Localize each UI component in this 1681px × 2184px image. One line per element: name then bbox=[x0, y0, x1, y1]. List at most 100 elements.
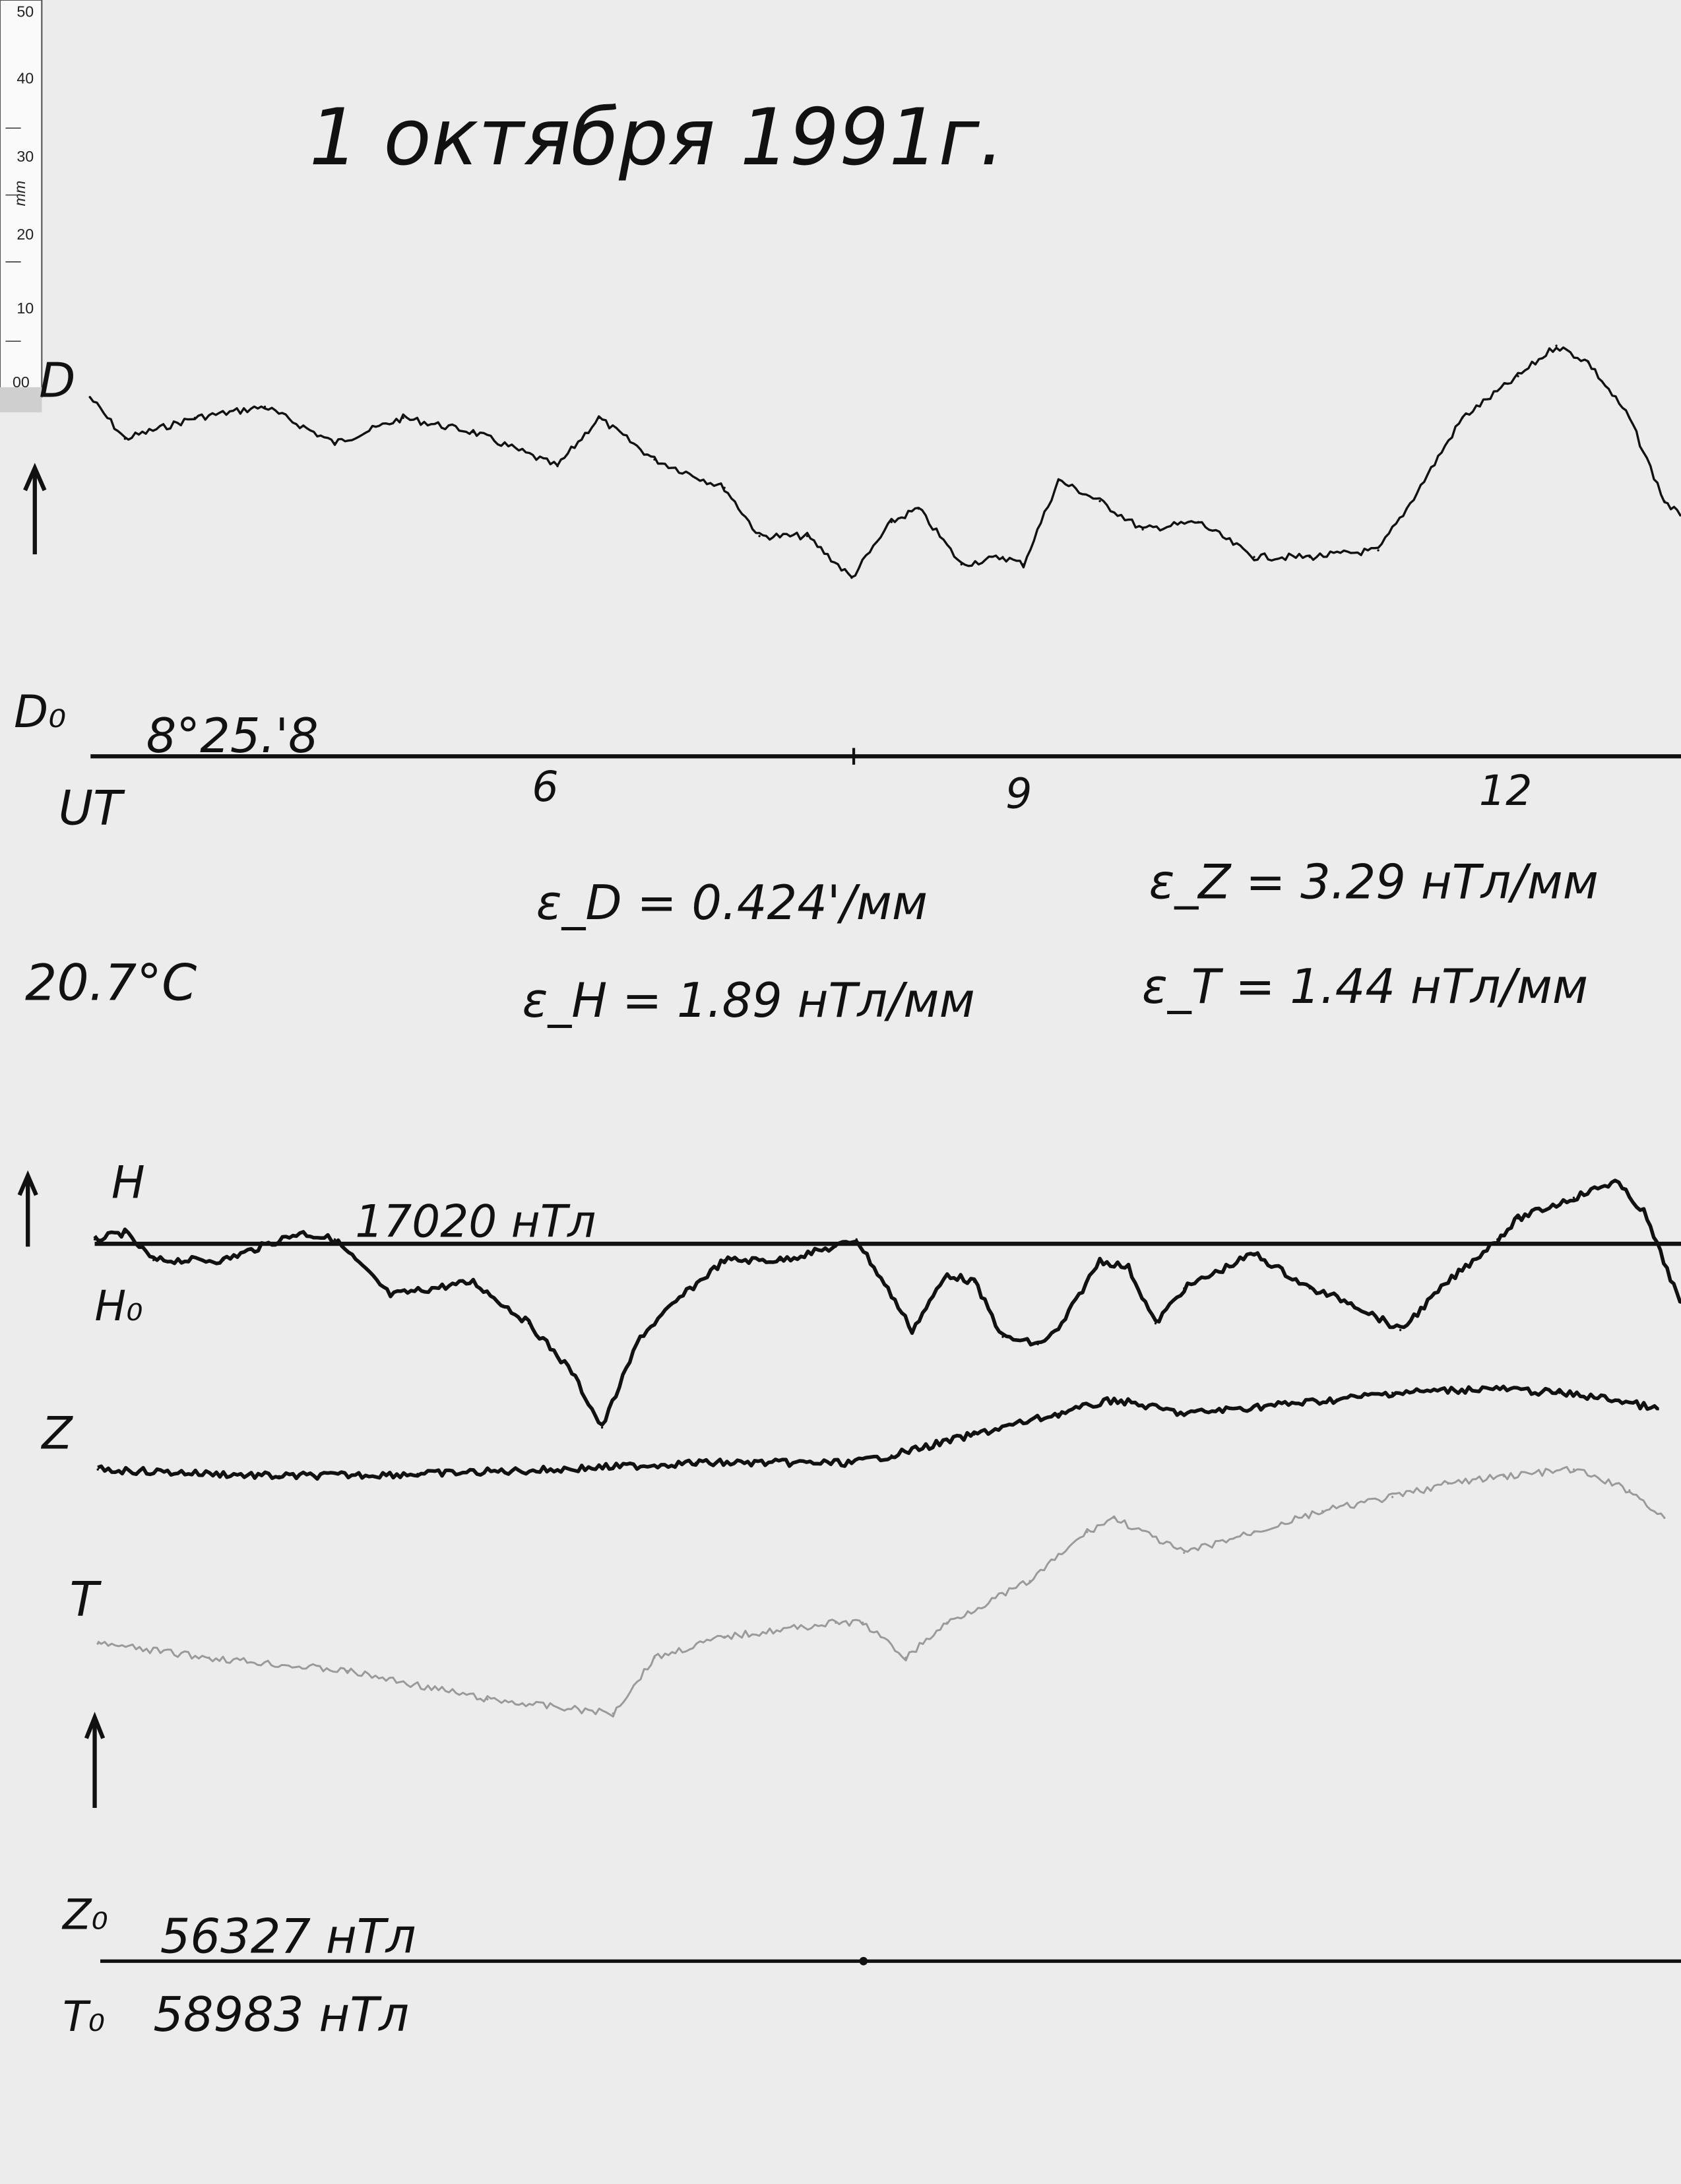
data-point-h bbox=[639, 1335, 642, 1338]
data-point-d bbox=[850, 576, 853, 579]
d0-value: 8°25.'8 bbox=[146, 708, 319, 763]
data-point-t bbox=[1391, 1496, 1394, 1498]
data-point-d bbox=[723, 486, 726, 489]
data-point-h bbox=[1057, 1329, 1060, 1332]
data-point-d bbox=[1555, 344, 1558, 347]
x-tick-label: 6 bbox=[532, 762, 558, 811]
data-point-t bbox=[1663, 1516, 1666, 1520]
data-point-t bbox=[904, 1656, 907, 1659]
data-point-d bbox=[1141, 528, 1144, 531]
data-point-t bbox=[96, 1642, 99, 1645]
data-point-z bbox=[1335, 1398, 1339, 1401]
data-point-h bbox=[1036, 1343, 1039, 1345]
data-point-t bbox=[1253, 1531, 1255, 1533]
t0-label: T₀ bbox=[63, 1992, 105, 2041]
data-point-z bbox=[890, 1454, 893, 1457]
data-point-z bbox=[1253, 1405, 1255, 1409]
data-point-z bbox=[1657, 1408, 1659, 1411]
data-point-h bbox=[910, 1329, 914, 1332]
data-point-d bbox=[88, 396, 91, 399]
arrow-up-icon bbox=[84, 1712, 106, 1809]
data-point-h bbox=[1496, 1238, 1499, 1241]
data-point-t bbox=[208, 1656, 210, 1659]
data-point-d bbox=[1308, 556, 1311, 558]
d-label: D bbox=[39, 353, 75, 408]
ruler-label: 00 bbox=[13, 373, 30, 391]
trace-h bbox=[93, 1178, 1681, 1427]
h0-label: H₀ bbox=[95, 1281, 143, 1330]
trace-t bbox=[97, 1465, 1666, 1718]
data-point-h bbox=[600, 1426, 604, 1429]
data-point-d bbox=[806, 534, 809, 538]
data-point-d bbox=[1057, 479, 1060, 482]
data-point-h bbox=[946, 1273, 949, 1276]
data-point-d bbox=[1098, 499, 1101, 503]
h0-value: 17020 нТл bbox=[355, 1196, 596, 1248]
ruler-label: 10 bbox=[16, 300, 34, 317]
z-label: Z bbox=[40, 1407, 73, 1459]
data-point-d bbox=[598, 416, 600, 419]
data-point-z bbox=[1488, 1387, 1491, 1390]
data-point-z bbox=[1183, 1412, 1186, 1415]
data-point-h bbox=[1308, 1287, 1311, 1290]
data-point-h bbox=[778, 1259, 782, 1262]
data-point-t bbox=[1029, 1580, 1031, 1582]
data-point-t bbox=[1086, 1531, 1089, 1533]
scale-t: ε_T = 1.44 нТл/мм bbox=[1142, 959, 1588, 1014]
data-point-t bbox=[1502, 1475, 1506, 1477]
data-point-h bbox=[1642, 1210, 1645, 1213]
ruler-label: 30 bbox=[16, 148, 34, 165]
ut-label: UT bbox=[59, 781, 126, 836]
traces bbox=[88, 344, 1681, 1718]
data-point-d bbox=[1405, 507, 1409, 510]
data-point-d bbox=[193, 416, 197, 419]
data-point-d bbox=[1663, 499, 1666, 503]
data-point-t bbox=[1628, 1489, 1631, 1492]
data-point-d bbox=[758, 534, 761, 538]
h-label: H bbox=[111, 1156, 145, 1208]
data-point-h bbox=[1447, 1280, 1449, 1283]
data-point-t bbox=[1447, 1482, 1449, 1485]
data-point-d bbox=[333, 442, 336, 445]
data-point-d bbox=[402, 416, 404, 419]
ruler-label: 40 bbox=[16, 70, 34, 87]
data-point-h bbox=[972, 1280, 976, 1283]
data-point-d bbox=[556, 465, 559, 468]
data-point-z bbox=[1614, 1398, 1616, 1401]
temperature-label: 20.7°C bbox=[25, 953, 197, 1012]
data-point-h bbox=[571, 1370, 573, 1373]
data-point-z bbox=[556, 1468, 559, 1471]
z0-value: 56327 нТл bbox=[160, 1909, 416, 1964]
t-label: T bbox=[70, 1572, 102, 1627]
data-point-h bbox=[527, 1322, 530, 1325]
data-point-h bbox=[855, 1238, 858, 1241]
ruler-unit: mm bbox=[11, 181, 28, 207]
data-point-d bbox=[263, 405, 267, 408]
arrow-up-icon bbox=[17, 1170, 38, 1247]
mm-ruler: 50 40 30 20 10 00 mm bbox=[0, 0, 43, 412]
data-point-t bbox=[653, 1656, 656, 1659]
trace-d bbox=[88, 346, 1681, 579]
data-point-t bbox=[1321, 1510, 1324, 1512]
data-point-z bbox=[694, 1461, 697, 1464]
data-point-h bbox=[890, 1294, 893, 1297]
data-point-h bbox=[1572, 1196, 1575, 1199]
arrow-up-icon bbox=[23, 463, 47, 555]
data-point-h bbox=[1614, 1180, 1616, 1183]
data-point-h bbox=[1517, 1217, 1519, 1220]
data-point-h bbox=[298, 1231, 301, 1234]
data-point-t bbox=[1572, 1468, 1575, 1471]
data-point-h bbox=[1183, 1287, 1186, 1290]
data-point-h bbox=[835, 1245, 837, 1248]
data-point-d bbox=[1628, 416, 1631, 419]
data-point-t bbox=[612, 1712, 614, 1715]
data-point-h bbox=[472, 1280, 475, 1283]
x-tick-label: 9 bbox=[1005, 769, 1032, 818]
data-point-d bbox=[123, 437, 127, 440]
data-point-z bbox=[1391, 1392, 1394, 1394]
data-point-d bbox=[1679, 514, 1681, 517]
d0-label: D₀ bbox=[14, 686, 66, 738]
data-point-z bbox=[278, 1475, 280, 1477]
